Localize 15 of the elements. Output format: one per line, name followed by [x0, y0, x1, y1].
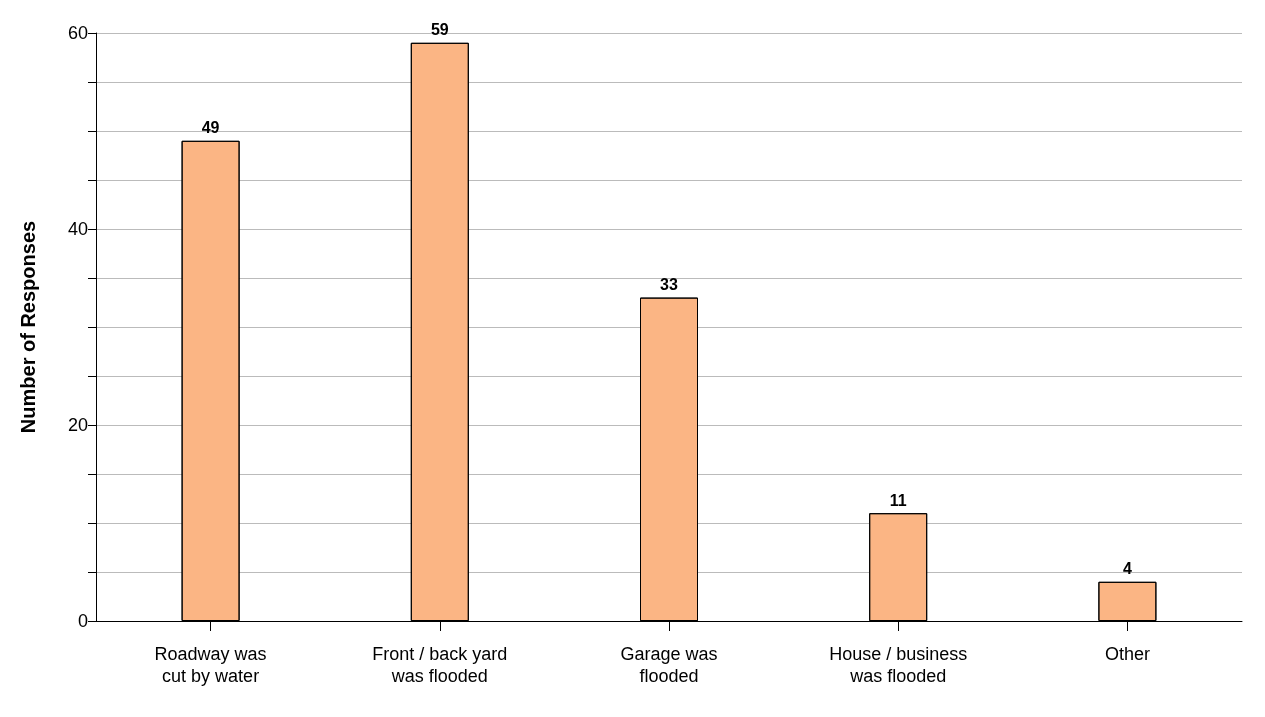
data-label: 33 [660, 276, 678, 294]
data-label: 49 [201, 119, 220, 137]
x-tick-label: Garage was flooded [620, 644, 718, 686]
y-tick-label: 40 [67, 219, 88, 239]
y-tick-label: 60 [67, 23, 88, 43]
x-tick-label: Roadway was cut by water [154, 644, 267, 686]
y-tick-label: 20 [67, 415, 88, 435]
x-tick-label: Front / back yard was flooded [372, 644, 508, 686]
data-label: 59 [430, 21, 449, 39]
y-tick-label: 0 [77, 611, 88, 631]
data-label: 4 [1122, 560, 1132, 578]
data-label: 11 [889, 491, 907, 509]
y-axis-title: Number of Responses [17, 220, 39, 434]
x-tick-label: Other [1104, 644, 1150, 664]
x-tick-label: House / business was flooded [829, 644, 968, 686]
